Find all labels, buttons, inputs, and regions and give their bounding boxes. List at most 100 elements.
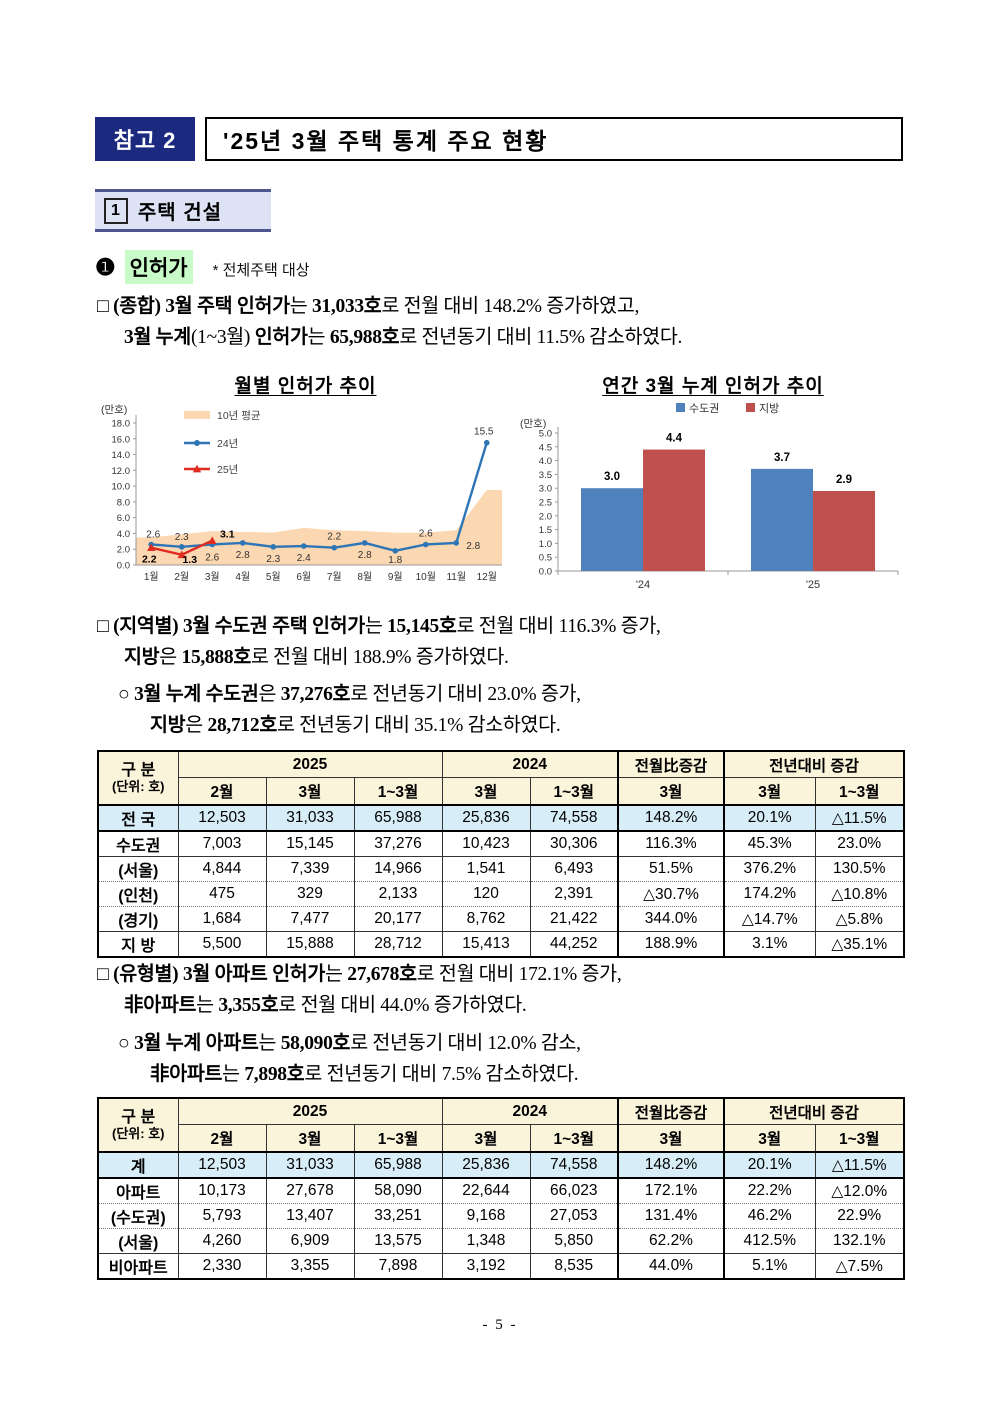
svg-text:18.0: 18.0 [112,419,131,430]
paragraph-line: 非아파트는 7,898호로 전년동기 대비 7.5% 감소하였다. [150,1064,579,1085]
svg-text:2.3: 2.3 [266,554,280,565]
monthly-permits-chart: 월별 인허가 추이 0.0 2.0 4.0 6.0 8.0 10.0 12.0 14.0 16.… [98,371,513,597]
chart-title: 월별 인허가 추이 [234,376,377,397]
svg-text:3.0: 3.0 [539,484,552,495]
paragraph-line: 지방은 15,888호로 전월 대비 188.9% 증가하였다. [124,647,509,668]
table-subheader-row: 2월 3월 1~3월 3월 1~3월 3월 3월 1~3월 [98,1124,904,1153]
svg-text:'24: '24 [636,579,650,591]
svg-text:24년: 24년 [217,438,238,450]
svg-text:(만호): (만호) [101,404,127,416]
svg-text:9월: 9월 [388,571,403,583]
svg-text:5월: 5월 [266,571,281,583]
svg-text:2.2: 2.2 [142,554,157,566]
svg-text:16.0: 16.0 [112,434,131,445]
legend-local-swatch [746,403,755,412]
svg-text:(만호): (만호) [520,418,546,430]
svg-text:0.5: 0.5 [539,553,552,564]
reference-badge: 참고 2 [95,117,195,161]
svg-text:2.8: 2.8 [466,541,480,552]
svg-text:2.8: 2.8 [358,550,372,561]
svg-text:8.0: 8.0 [117,497,130,508]
annual-cumulative-chart: 연간 3월 누계 인허가 추이 수도권 지방 (만호) 0.0 0.5 1.0 1.5 2.0… [518,371,908,597]
annual-cumulative-bar-chart: 수도권 지방 (만호) 0.0 0.5 1.0 1.5 2.0 2.5 3.0 3.5 4.0 4.5 5… [520,402,899,591]
bar-local [813,490,875,571]
svg-text:3.5: 3.5 [539,470,552,481]
page-title: '25년 3월 주택 통계 주요 현황 [205,117,903,161]
permits-by-region-table: 구 분 (단위: 호) 2025 2024 전월比증감 전년대비 증감 2월 3월 1~3월 3월… [97,750,905,958]
svg-text:0.0: 0.0 [539,567,552,578]
svg-text:4월: 4월 [235,571,250,583]
paragraph-summary: □ (종합) 3월 주택 인허가는 31,033호로 전월 대비 148.2% … [97,291,903,353]
svg-text:1.0: 1.0 [539,539,552,550]
chart-title: 연간 3월 누계 인허가 추이 [602,376,824,397]
table-row: 계 12,503 31,033 65,988 25,836 74,558 148.2% 20.… [97,1152,904,1179]
svg-text:10월: 10월 [416,571,436,583]
circled-one-icon: ❶ [95,253,116,280]
svg-text:2.0: 2.0 [539,511,552,522]
table-row: 비아파트 2,330 3,355 7,898 3,192 8,535 44.0% 5.1% △7… [97,1253,904,1280]
table-row: 아파트 10,173 27,678 58,090 22,644 66,023 172.1% 2… [97,1178,904,1204]
paragraph-line: ○ 3월 누계 아파트는 58,090호로 전년동기 대비 12.0% 감소, [118,1033,581,1054]
svg-text:7월: 7월 [327,571,342,583]
svg-text:'25: '25 [806,579,820,591]
svg-text:수도권: 수도권 [689,402,719,415]
svg-text:1.8: 1.8 [388,555,402,566]
paragraph-line: □ (종합) 3월 주택 인허가는 31,033호로 전월 대비 148.2% … [97,296,640,317]
svg-text:10.0: 10.0 [112,482,131,493]
paragraph-line: □ (유형별) 3월 아파트 인허가는 27,678호로 전월 대비 172.1… [97,964,622,985]
subsection-note: * 전체주택 대상 [212,261,310,279]
table-row: 지 방 5,500 15,888 28,712 15,413 44,252 188.9% 3.… [97,931,904,958]
svg-text:12.0: 12.0 [112,466,131,477]
monthly-permits-line-chart: 0.0 2.0 4.0 6.0 8.0 10.0 12.0 14.0 16.0 18.0 1월 2월 3… [101,404,502,583]
table-header-row: 구 분 (단위: 호) 2025 2024 전월比증감 전년대비 증감 [97,1098,904,1153]
paragraph-line: ○ 3월 누계 수도권은 37,276호로 전년동기 대비 23.0% 증가, [118,684,581,705]
paragraph-region: □ (지역별) 3월 수도권 주택 인허가는 15,145호로 전월 대비 11… [97,611,903,673]
svg-text:0.0: 0.0 [117,561,130,572]
ten-year-average-area [136,490,502,565]
permits-by-type-table: 구 분 (단위: 호) 2025 2024 전월比증감 전년대비 증감 2월 3월 1~3월 3월… [97,1097,905,1280]
svg-text:8월: 8월 [357,571,372,583]
table-row: (서울) 4,260 6,909 13,575 1,348 5,850 62.2% 412.5… [97,1228,904,1254]
svg-text:3.7: 3.7 [774,452,790,464]
table-row: (수도권) 5,793 13,407 33,251 9,168 27,053 131.4% 4… [97,1203,904,1229]
paragraph-line: 非아파트는 3,355호로 전월 대비 44.0% 증가하였다. [124,995,527,1016]
bar-metro [581,488,643,571]
svg-text:6월: 6월 [296,571,311,583]
table-row: (인천) 475 329 2,133 120 2,391 △30.7% 174.2% △10.8… [97,881,904,907]
table-row: 수도권 7,003 15,145 37,276 10,423 30,306 116.3% 45… [97,831,904,857]
paragraph-line: 지방은 28,712호로 전년동기 대비 35.1% 감소하였다. [150,715,561,736]
table-header-row: 구 분 (단위: 호) 2025 2024 전월比증감 전년대비 증감 [97,751,904,806]
table-subheader-row: 2월 3월 1~3월 3월 1~3월 3월 3월 1~3월 [98,777,904,806]
svg-text:1월: 1월 [144,571,159,583]
svg-text:10년 평균: 10년 평균 [217,410,261,422]
svg-text:6.0: 6.0 [117,513,130,524]
svg-text:1.3: 1.3 [182,554,197,566]
paragraph-type: □ (유형별) 3월 아파트 인허가는 27,678호로 전월 대비 172.1… [97,959,903,1021]
legend-metro-swatch [676,403,685,412]
svg-text:2월: 2월 [174,571,189,583]
charts-row: 월별 인허가 추이 0.0 2.0 4.0 6.0 8.0 10.0 12.0 14.0 16.… [95,371,905,593]
paragraph-line: 3월 누계(1~3월) 인허가는 65,988호로 전년동기 대비 11.5% … [124,327,683,348]
svg-text:2.2: 2.2 [327,532,341,543]
svg-text:2.4: 2.4 [297,553,311,564]
svg-text:11월: 11월 [446,571,466,583]
svg-text:2.3: 2.3 [175,532,189,543]
legend-area-swatch [184,411,210,419]
svg-text:12월: 12월 [477,571,497,583]
document-header: 참고 2 '25년 3월 주택 통계 주요 현황 [95,117,905,161]
paragraph-type-sub: ○ 3월 누계 아파트는 58,090호로 전년동기 대비 12.0% 감소, … [97,1028,903,1090]
table-row: (서울) 4,844 7,339 14,966 1,541 6,493 51.5% 376.2… [97,856,904,882]
table-row: 전 국 12,503 31,033 65,988 25,836 74,558 148.2% 2… [97,805,904,832]
svg-text:1.5: 1.5 [539,525,552,536]
svg-text:지방: 지방 [759,402,779,415]
section-title: 주택 건설 [137,202,223,224]
bar-metro [751,468,813,571]
svg-text:2.6: 2.6 [146,529,160,540]
svg-text:3.0: 3.0 [604,471,620,483]
svg-text:2.6: 2.6 [205,552,219,563]
paragraph-region-sub: ○ 3월 누계 수도권은 37,276호로 전년동기 대비 23.0% 증가, … [97,679,903,741]
section-number: 1 [104,197,128,224]
svg-text:14.0: 14.0 [112,450,131,461]
svg-text:2.9: 2.9 [836,474,852,486]
